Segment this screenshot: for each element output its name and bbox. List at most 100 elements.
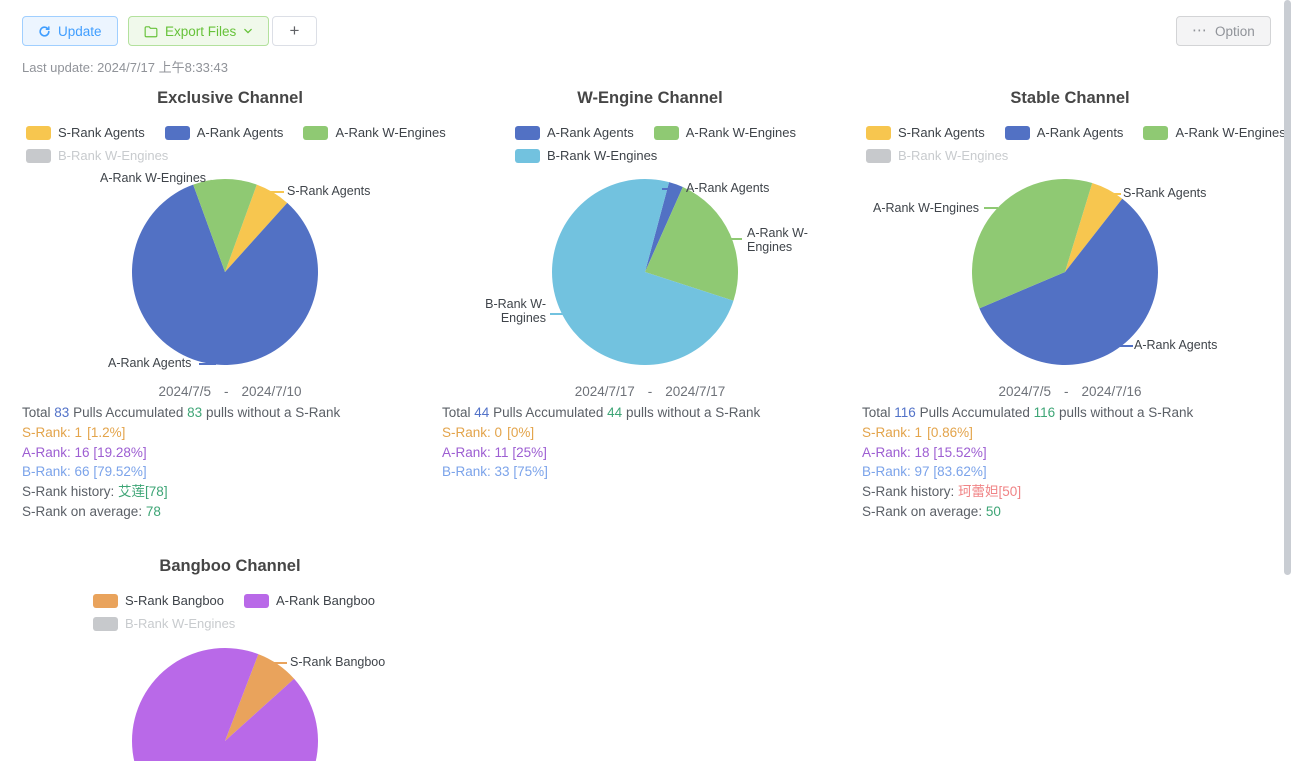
chart-legend: S-Rank Agents A-Rank Agents A-Rank W-Eng… bbox=[866, 125, 1286, 171]
stable-channel-card: Stable Channel S-Rank Agents A-Rank Agen… bbox=[860, 85, 1286, 535]
pie-slice-a-rank-w-engines[interactable] bbox=[645, 187, 738, 301]
legend-item-b-rank-w-engines[interactable]: B-Rank W-Engines bbox=[866, 148, 1008, 163]
legend-item-s-rank-agents[interactable]: S-Rank Agents bbox=[26, 125, 145, 140]
pie-chart-exclusive[interactable] bbox=[132, 179, 318, 365]
pie-slice-s-rank-agents[interactable] bbox=[225, 184, 288, 272]
pie-label: A-Rank Agents bbox=[108, 356, 192, 370]
pie-label-line bbox=[984, 207, 998, 209]
stats-block: Total 44 Pulls Accumulated 44 pulls with… bbox=[442, 406, 760, 485]
pie-slice-s-rank-agents[interactable] bbox=[1065, 183, 1123, 272]
date-range: 2024/7/5-2024/7/16 bbox=[998, 384, 1142, 399]
refresh-icon bbox=[39, 25, 50, 37]
pie-chart-stable[interactable] bbox=[972, 179, 1158, 365]
folder-icon bbox=[144, 25, 158, 37]
pie-slice-a-rank-agents[interactable] bbox=[645, 182, 683, 272]
vertical-scrollbar-thumb[interactable] bbox=[1284, 0, 1291, 575]
exclusive-channel-card: Exclusive Channel S-Rank Agents A-Rank A… bbox=[20, 85, 446, 535]
legend-swatch bbox=[515, 148, 540, 163]
legend-swatch bbox=[26, 148, 51, 163]
s-rank-line: S-Rank: 1 [0.86%] bbox=[862, 424, 973, 440]
update-label: Update bbox=[58, 23, 102, 39]
chart-title: Bangboo Channel bbox=[159, 557, 301, 575]
legend-item-b-rank-w-engines[interactable]: B-Rank W-Engines bbox=[26, 148, 168, 163]
date-range: 2024/7/17-2024/7/17 bbox=[574, 384, 726, 399]
pie-label-line bbox=[271, 662, 287, 664]
pie-slice-a-rank-agents[interactable] bbox=[979, 198, 1158, 365]
update-button[interactable]: Update bbox=[22, 16, 118, 46]
legend-item-a-rank-bangboo[interactable]: A-Rank Bangboo bbox=[244, 593, 375, 608]
legend-swatch bbox=[866, 125, 891, 140]
plus-icon: + bbox=[289, 21, 300, 40]
pie-slice-a-rank-agents[interactable] bbox=[132, 184, 318, 365]
pie-slice-a-rank-w-engines[interactable] bbox=[193, 179, 257, 272]
pie-label-line bbox=[267, 191, 284, 193]
pie-slice-a-rank-w-engines[interactable] bbox=[972, 179, 1093, 309]
legend-label: S-Rank Agents bbox=[58, 125, 145, 140]
pie-label: S-Rank Bangboo bbox=[290, 655, 386, 669]
legend-item-a-rank-agents[interactable]: A-Rank Agents bbox=[1004, 125, 1123, 140]
pie-slice-b-rank-w-engines[interactable] bbox=[552, 179, 734, 365]
chart-legend: S-Rank Agents A-Rank Agents A-Rank W-Eng… bbox=[26, 125, 446, 171]
legend-item-s-rank-bangboo[interactable]: S-Rank Bangboo bbox=[93, 593, 224, 608]
s-rank-history-line: S-Rank history: 珂蕾妲[50] bbox=[862, 484, 1022, 500]
legend-swatch bbox=[653, 125, 679, 140]
legend-item-b-rank-w-engines[interactable]: B-Rank W-Engines bbox=[515, 148, 657, 163]
total-line: Total 116 Pulls Accumulated 116 pulls wi… bbox=[862, 405, 1194, 420]
legend-swatch bbox=[1004, 125, 1030, 140]
legend-item-s-rank-agents[interactable]: S-Rank Agents bbox=[866, 125, 985, 140]
s-rank-history-line: S-Rank history: 艾莲[78] bbox=[22, 484, 168, 500]
s-rank-line: S-Rank: 0 [0%] bbox=[442, 424, 535, 440]
option-label: Option bbox=[1215, 23, 1255, 39]
legend-label: B-Rank W-Engines bbox=[547, 148, 658, 163]
legend-item-a-rank-w-engines[interactable]: A-Rank W-Engines bbox=[1143, 125, 1286, 140]
legend-swatch bbox=[1143, 125, 1169, 140]
legend-item-a-rank-agents[interactable]: A-Rank Agents bbox=[515, 125, 634, 140]
pie-label: A-Rank Agents bbox=[686, 181, 770, 195]
export-files-button[interactable]: Export Files bbox=[128, 16, 270, 46]
pie-label: A-Rank Agents bbox=[1134, 338, 1218, 352]
pie-label-line bbox=[550, 313, 565, 315]
add-tab-button[interactable]: + bbox=[272, 16, 317, 46]
total-pulls: 116 bbox=[894, 405, 916, 420]
pie-label: S-Rank Agents bbox=[1123, 186, 1207, 200]
s-rank-average-line: S-Rank on average: 50 bbox=[862, 503, 1001, 519]
last-update-text: Last update: 2024/7/17 上午8:33:43 bbox=[22, 60, 228, 75]
pie-slice-s-rank-bangboo[interactable] bbox=[225, 654, 295, 741]
legend-item-a-rank-w-engines[interactable]: A-Rank W-Engines bbox=[653, 125, 796, 140]
pie-label: A-Rank W-Engines bbox=[873, 201, 980, 215]
pie-slice-a-rank-bangboo[interactable] bbox=[132, 648, 318, 761]
export-label: Export Files bbox=[165, 23, 237, 39]
pie-label-line bbox=[662, 188, 681, 190]
option-button[interactable]: ⋯ Option bbox=[1176, 16, 1271, 46]
pie-label-line bbox=[725, 238, 742, 240]
pie-label-line bbox=[1119, 345, 1133, 347]
legend-item-b-rank-w-engines[interactable]: B-Rank W-Engines bbox=[93, 616, 235, 631]
legend-swatch bbox=[303, 125, 329, 140]
legend-swatch bbox=[866, 148, 891, 163]
legend-label: B-Rank W-Engines bbox=[125, 616, 236, 631]
total-pulls: 44 bbox=[474, 405, 490, 420]
average-value: 78 bbox=[145, 503, 161, 519]
history-value: 珂蕾妲[50] bbox=[958, 484, 1022, 500]
pie-label-line bbox=[1107, 193, 1121, 195]
a-rank-line: A-Rank: 16 [19.28%] bbox=[22, 444, 147, 460]
total-line: Total 83 Pulls Accumulated 83 pulls with… bbox=[22, 405, 341, 420]
legend-item-a-rank-agents[interactable]: A-Rank Agents bbox=[164, 125, 283, 140]
pity-count: 116 bbox=[1033, 405, 1056, 420]
pie-chart-w-engine[interactable] bbox=[552, 179, 738, 365]
legend-item-a-rank-w-engines[interactable]: A-Rank W-Engines bbox=[303, 125, 446, 140]
legend-label: A-Rank Agents bbox=[547, 125, 634, 140]
s-rank-average-line: S-Rank on average: 78 bbox=[22, 503, 161, 519]
chart-legend: S-Rank Bangboo A-Rank Bangboo B-Rank W-E… bbox=[93, 593, 375, 639]
chevron-down-icon bbox=[244, 28, 253, 34]
chart-title: Stable Channel bbox=[1010, 89, 1130, 107]
legend-label: A-Rank Bangboo bbox=[276, 593, 376, 608]
total-pulls: 83 bbox=[54, 405, 70, 420]
legend-swatch bbox=[244, 593, 270, 608]
chart-legend: A-Rank Agents A-Rank W-Engines B-Rank W-… bbox=[515, 125, 796, 171]
chart-title: W-Engine Channel bbox=[577, 89, 723, 107]
pie-chart-bangboo[interactable] bbox=[132, 648, 318, 761]
stats-block: Total 83 Pulls Accumulated 83 pulls with… bbox=[22, 406, 340, 525]
pie-label: A-Rank W-Engines bbox=[747, 226, 808, 254]
b-rank-line: B-Rank: 97 [83.62%] bbox=[862, 464, 987, 480]
